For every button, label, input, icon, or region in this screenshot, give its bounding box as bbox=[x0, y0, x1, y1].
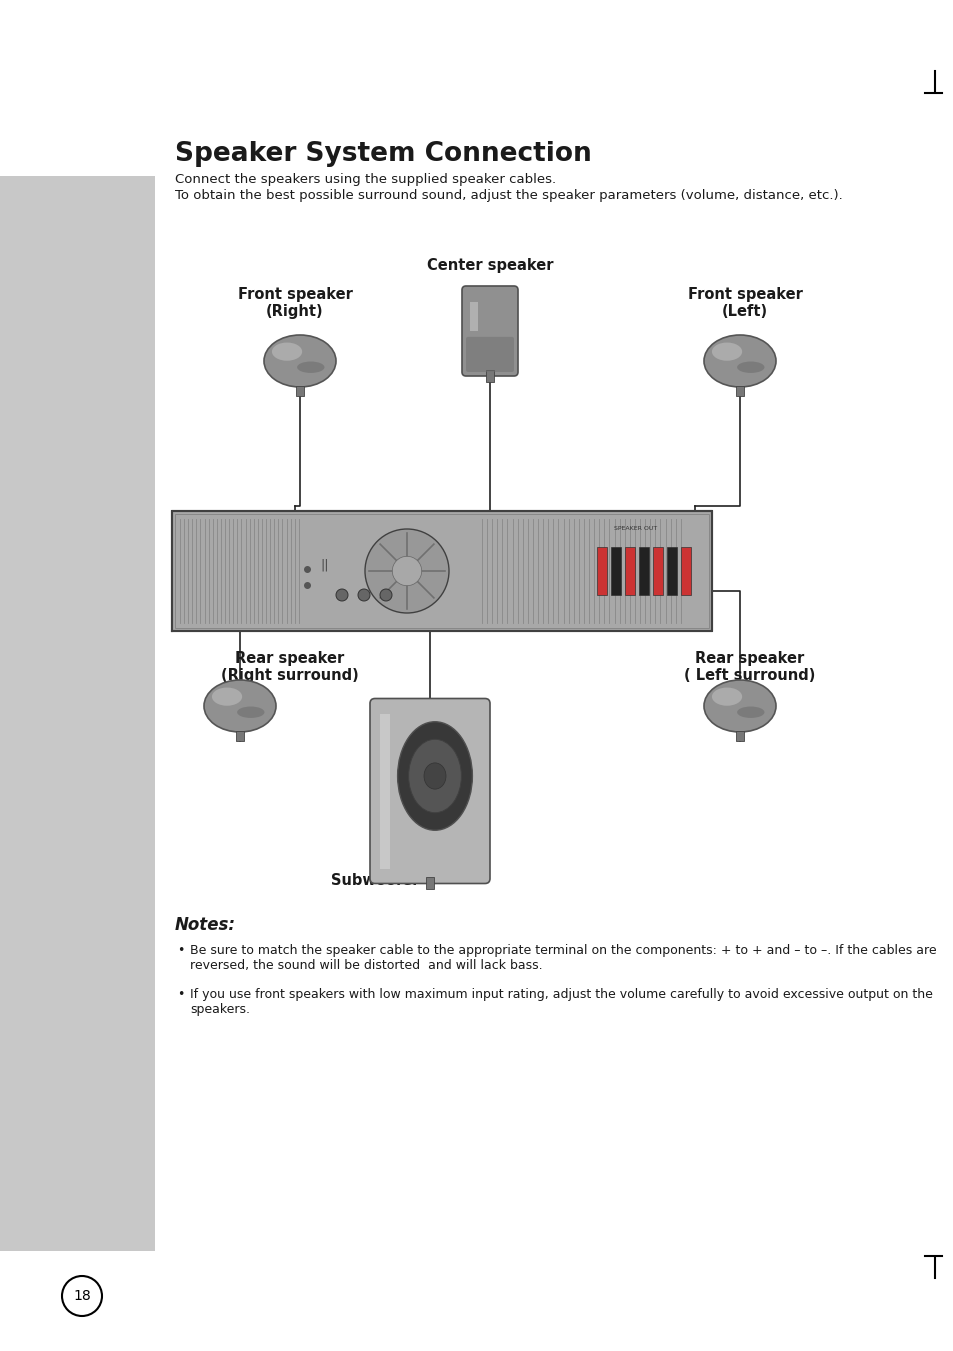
Circle shape bbox=[62, 1275, 102, 1316]
Ellipse shape bbox=[264, 335, 335, 386]
Bar bbox=[0, 1251, 154, 1351]
Text: Rear speaker
(Right surround): Rear speaker (Right surround) bbox=[221, 651, 358, 684]
Ellipse shape bbox=[423, 763, 446, 789]
Ellipse shape bbox=[711, 688, 741, 705]
Text: ||: || bbox=[319, 558, 328, 571]
Bar bbox=[597, 547, 606, 594]
Ellipse shape bbox=[703, 335, 775, 386]
FancyBboxPatch shape bbox=[370, 698, 490, 884]
Circle shape bbox=[379, 589, 392, 601]
Ellipse shape bbox=[737, 362, 763, 373]
Text: If you use front speakers with low maximum input rating, adjust the volume caref: If you use front speakers with low maxim… bbox=[190, 988, 932, 1016]
Text: Front speaker
(Left): Front speaker (Left) bbox=[687, 286, 801, 319]
Circle shape bbox=[335, 589, 348, 601]
Bar bbox=[610, 547, 620, 594]
Ellipse shape bbox=[737, 707, 763, 717]
Text: 18: 18 bbox=[73, 1289, 91, 1302]
Bar bbox=[735, 386, 743, 396]
Ellipse shape bbox=[296, 362, 324, 373]
Bar bbox=[652, 547, 662, 594]
Bar bbox=[735, 731, 743, 740]
Bar bbox=[379, 713, 390, 869]
Bar bbox=[0, 0, 154, 176]
Circle shape bbox=[392, 557, 421, 586]
Bar bbox=[666, 547, 677, 594]
Bar bbox=[295, 386, 304, 396]
Text: •: • bbox=[177, 988, 184, 1001]
Bar bbox=[426, 877, 434, 889]
Text: Center speaker: Center speaker bbox=[426, 258, 553, 273]
Bar bbox=[639, 547, 648, 594]
Circle shape bbox=[357, 589, 370, 601]
Circle shape bbox=[365, 530, 449, 613]
Ellipse shape bbox=[703, 680, 775, 732]
Text: To obtain the best possible surround sound, adjust the speaker parameters (volum: To obtain the best possible surround sou… bbox=[174, 189, 841, 203]
FancyBboxPatch shape bbox=[465, 336, 514, 372]
Text: Connect the speakers using the supplied speaker cables.: Connect the speakers using the supplied … bbox=[174, 173, 556, 186]
Ellipse shape bbox=[397, 721, 472, 831]
Bar bbox=[0, 0, 154, 1351]
Bar bbox=[172, 511, 711, 631]
Text: Notes:: Notes: bbox=[174, 916, 235, 934]
Ellipse shape bbox=[408, 739, 461, 813]
Text: Speaker System Connection: Speaker System Connection bbox=[174, 141, 591, 168]
Ellipse shape bbox=[237, 707, 264, 717]
Text: Front speaker
(Right): Front speaker (Right) bbox=[237, 286, 352, 319]
Text: •: • bbox=[177, 944, 184, 957]
Text: Rear speaker
( Left surround): Rear speaker ( Left surround) bbox=[683, 651, 815, 684]
Ellipse shape bbox=[711, 343, 741, 361]
Bar bbox=[174, 513, 708, 628]
FancyBboxPatch shape bbox=[461, 286, 517, 376]
Ellipse shape bbox=[212, 688, 242, 705]
Bar bbox=[470, 303, 477, 331]
Bar bbox=[485, 370, 494, 382]
Text: SPEAKER OUT: SPEAKER OUT bbox=[614, 527, 657, 531]
Bar bbox=[680, 547, 690, 594]
Text: Subwoofer: Subwoofer bbox=[331, 873, 418, 888]
Bar bbox=[235, 731, 244, 740]
Ellipse shape bbox=[272, 343, 302, 361]
Ellipse shape bbox=[204, 680, 275, 732]
Bar bbox=[624, 547, 635, 594]
Text: Be sure to match the speaker cable to the appropriate terminal on the components: Be sure to match the speaker cable to th… bbox=[190, 944, 936, 971]
